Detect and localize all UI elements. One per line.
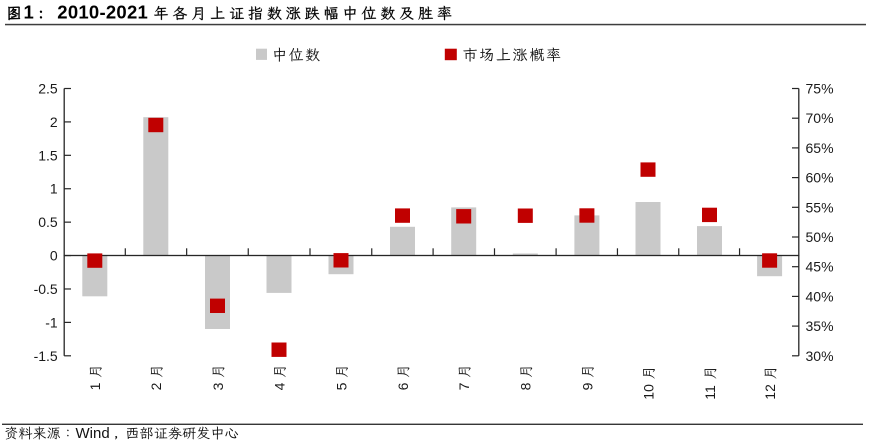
svg-text:10: 10 (640, 384, 656, 400)
svg-text:30%: 30% (806, 348, 834, 364)
svg-text:1: 1 (50, 181, 58, 197)
svg-text:3: 3 (210, 382, 226, 390)
svg-text:-1.5: -1.5 (34, 348, 58, 364)
svg-text:1: 1 (87, 382, 103, 390)
svg-text:11: 11 (702, 385, 718, 400)
svg-text:75%: 75% (806, 81, 834, 97)
svg-text:2: 2 (148, 382, 164, 390)
svg-text:5: 5 (333, 382, 349, 390)
svg-text:9: 9 (579, 382, 595, 390)
svg-text:-0.5: -0.5 (34, 281, 58, 297)
svg-text:12: 12 (762, 384, 778, 400)
svg-text:Wind: Wind (76, 425, 110, 442)
svg-text:45%: 45% (806, 259, 834, 275)
svg-text:60%: 60% (806, 170, 834, 186)
svg-text:0: 0 (50, 248, 58, 264)
svg-text:-1: -1 (45, 314, 58, 330)
svg-text:35%: 35% (806, 318, 834, 334)
svg-text:7: 7 (456, 382, 472, 390)
svg-text:70%: 70% (806, 110, 834, 126)
svg-text:2: 2 (50, 114, 58, 130)
svg-text:55%: 55% (806, 199, 834, 215)
svg-text:40%: 40% (806, 288, 834, 304)
svg-text:4: 4 (271, 382, 287, 390)
svg-text:6: 6 (395, 382, 411, 390)
svg-text:8: 8 (518, 382, 534, 390)
svg-text:50%: 50% (806, 229, 834, 245)
svg-text:1.5: 1.5 (38, 147, 58, 163)
svg-text:1: 1 (24, 2, 34, 23)
svg-text:0.5: 0.5 (38, 214, 58, 230)
svg-text:2010-2021: 2010-2021 (57, 2, 148, 23)
svg-text:65%: 65% (806, 140, 834, 156)
svg-text:2.5: 2.5 (38, 81, 58, 97)
